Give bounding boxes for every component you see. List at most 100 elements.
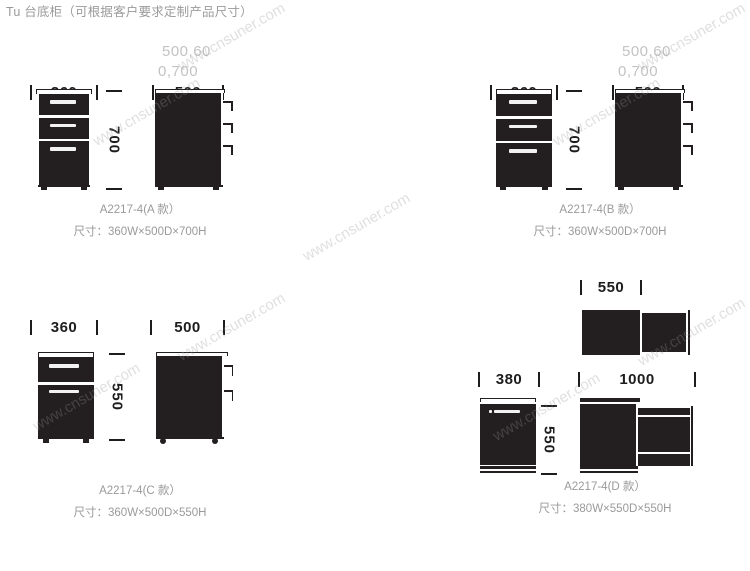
- tick-right: [556, 84, 558, 100]
- product-card-d: 550 380 1000 550: [460, 270, 750, 530]
- tick-top: [109, 353, 125, 355]
- drawer-3: [496, 143, 552, 185]
- tick-left: [490, 84, 492, 100]
- tick-left: [30, 84, 32, 100]
- combo-shelf-line-bottom: [638, 452, 690, 454]
- tick-right: [538, 371, 540, 387]
- drawer-handle-1: [50, 100, 76, 104]
- tick-top: [566, 90, 582, 92]
- cabinet-side-foot-right: [213, 187, 219, 190]
- drawer-handle-2: [509, 124, 537, 128]
- top-view-main-block: [582, 310, 640, 355]
- cabinet-c-side-view: [156, 352, 233, 444]
- dimension-d-combo-width: 1000: [578, 370, 696, 388]
- tick-right: [96, 84, 98, 100]
- side-handle-1: [683, 101, 693, 103]
- cabinet-top-panel: [496, 89, 552, 94]
- side-handle-bracket-1: [691, 101, 693, 111]
- combo-base-plinth: [580, 466, 638, 469]
- drawer-handle-1: [49, 364, 79, 368]
- tick-left: [578, 371, 580, 387]
- cabinet-base-plinth: [38, 185, 90, 187]
- drawer-1: [38, 357, 94, 382]
- product-c-model: A2217-4(C 款）: [99, 485, 181, 497]
- product-d-size: 尺寸：380W×550D×550H: [538, 503, 672, 515]
- side-handle-bracket-1: [231, 101, 233, 111]
- combo-right-edge: [691, 406, 693, 466]
- side-handle-3: [683, 145, 693, 147]
- product-a-size: 尺寸：360W×500D×700H: [73, 226, 207, 238]
- tick-top: [541, 405, 557, 407]
- cabinet-side-body: [156, 356, 222, 437]
- top-view-right-edge: [688, 310, 690, 355]
- side-handle-2: [223, 123, 233, 125]
- cabinet-caster-left: [43, 438, 49, 443]
- drawer-gap-2: [39, 138, 89, 141]
- tick-bottom: [566, 188, 582, 190]
- cabinet-a-side-view: [155, 89, 233, 190]
- product-card-c: 360 500 550 A2217-: [0, 310, 280, 525]
- product-b-model: A2217-4(B 款）: [559, 204, 641, 216]
- top-view-return-block: [642, 313, 686, 352]
- tick-bottom: [541, 473, 557, 475]
- side-handle-bracket-3: [691, 145, 693, 155]
- cabinet-foot-left: [41, 187, 47, 190]
- cabinet-side-plinth: [615, 185, 683, 187]
- cabinet-base-plinth: [38, 436, 94, 439]
- dimension-c-side-width: 500: [150, 318, 225, 336]
- tick-left: [478, 371, 480, 387]
- tick-left: [152, 84, 154, 100]
- drawer-handle-3: [509, 149, 537, 153]
- page-title: Tu 台底柜（可根据客户要求定制产品尺寸）: [6, 5, 253, 19]
- dimension-b-height: 700: [565, 90, 583, 190]
- drawer-2: [496, 118, 552, 141]
- tick-left: [580, 279, 582, 295]
- side-handle-bracket-2: [231, 123, 233, 133]
- side-handle-1: [224, 365, 233, 367]
- product-c-size: 尺寸：360W×500D×550H: [73, 507, 207, 519]
- dimension-a-overlay-bottom: 0,700: [158, 63, 199, 80]
- cabinet-side-front-edge: [222, 356, 224, 437]
- combo-base-gap: [580, 469, 638, 471]
- cabinet-side-body: [155, 93, 221, 185]
- tick-right: [223, 319, 225, 335]
- cabinet-side-caster-right: [212, 438, 218, 444]
- cabinet-a-front-view: [36, 89, 92, 190]
- product-a-model: A2217-4(A 款）: [99, 204, 181, 216]
- cabinet-base-plinth: [496, 185, 552, 187]
- combo-top-panel: [580, 398, 640, 402]
- cabinet-foot-right: [542, 187, 548, 190]
- tick-left: [612, 84, 614, 100]
- side-handle-bracket-2: [691, 123, 693, 133]
- drawer-2: [39, 117, 89, 139]
- cabinet-d-combo-view: [580, 398, 698, 473]
- cabinet-b-side-view: [615, 89, 693, 190]
- cabinet-foot-left: [500, 187, 506, 190]
- side-handle-bracket-3: [231, 145, 233, 155]
- cabinet-top-panel: [36, 89, 92, 94]
- drawer-1: [39, 94, 89, 115]
- cabinet-base-plinth: [480, 466, 536, 469]
- cabinet-top-panel: [38, 352, 94, 357]
- tick-top: [106, 90, 122, 92]
- drawer-1: [496, 94, 552, 116]
- dimension-a-height: 700: [105, 90, 123, 190]
- cabinet-side-foot-left: [618, 187, 624, 190]
- tick-left: [150, 319, 152, 335]
- drawer-2: [38, 384, 94, 437]
- tick-bottom: [106, 188, 122, 190]
- cabinet-side-front-edge: [221, 93, 223, 185]
- cabinet-b-front-view: [496, 89, 552, 190]
- combo-floor-line: [580, 470, 638, 473]
- cabinet-right-edge: [89, 94, 92, 185]
- combo-shelf-line-top: [638, 415, 690, 417]
- cabinet-caster-right: [83, 438, 89, 443]
- dimension-c-height: 550: [108, 353, 126, 441]
- drawer-gap-2: [496, 140, 552, 143]
- dimension-c-front-width: 360: [30, 318, 98, 336]
- cabinet-c-front-view: [38, 352, 94, 443]
- cabinet-left-edge: [36, 94, 39, 185]
- cabinet-side-caster-left: [160, 438, 166, 444]
- side-handle-bracket-1: [231, 365, 233, 376]
- combo-left-cabinet: [580, 404, 636, 466]
